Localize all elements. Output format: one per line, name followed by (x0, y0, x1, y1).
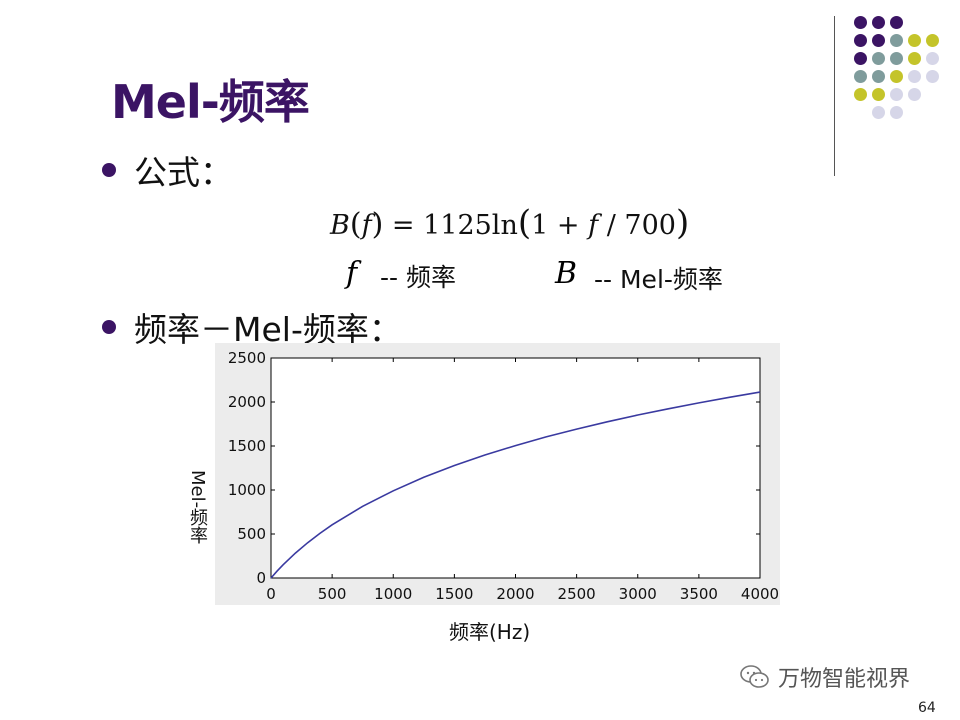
x-tick-label: 0 (266, 585, 276, 603)
decorative-dot (854, 52, 867, 65)
y-tick-label: 1500 (228, 437, 266, 455)
x-tick-label: 500 (318, 585, 347, 603)
decorative-dot (890, 70, 903, 83)
x-tick-label: 2500 (558, 585, 596, 603)
plot-area (270, 357, 761, 579)
bullet-point-icon (102, 320, 116, 334)
watermark-text: 万物智能视界 (778, 667, 911, 692)
decorative-dot (890, 16, 903, 29)
y-tick-label: 500 (237, 525, 266, 543)
decorative-dot (872, 34, 885, 47)
decorative-dot (890, 106, 903, 119)
formula-lhs-var: B (330, 210, 350, 241)
decorative-dot (854, 88, 867, 101)
decorative-dot (926, 52, 939, 65)
mel-formula: B(f) = 1125ln(1 + f / 700) (330, 203, 690, 243)
decorative-dot (890, 34, 903, 47)
decorative-dot (854, 70, 867, 83)
chart-x-axis-label: 频率(Hz) (449, 620, 531, 644)
decorative-dot (890, 52, 903, 65)
decorative-dot (908, 88, 921, 101)
mel-curve-line (270, 391, 761, 579)
decorative-dot (890, 88, 903, 101)
y-tick-label: 2500 (228, 349, 266, 367)
formula-one: 1 (531, 210, 549, 241)
decorative-dot (854, 34, 867, 47)
x-tick-label: 1000 (374, 585, 412, 603)
decorative-dot (908, 34, 921, 47)
y-tick-label: 1000 (228, 481, 266, 499)
decorative-dot (872, 16, 885, 29)
decorative-dot-grid (848, 8, 948, 158)
legend-f-symbol: f (346, 256, 358, 291)
formula-divisor: 700 (624, 210, 676, 241)
decorative-dot (872, 88, 885, 101)
bullet-point-icon (102, 163, 116, 177)
x-tick-label: 2000 (496, 585, 534, 603)
legend-f-description: -- 频率 (380, 263, 456, 292)
decorative-dot (926, 34, 939, 47)
decorative-dot (908, 52, 921, 65)
decorative-dot (872, 52, 885, 65)
decorative-dot (926, 70, 939, 83)
slide-title: Mel-频率 (111, 75, 310, 129)
formula-inner-var: f (588, 210, 599, 241)
y-label-mel: Mel- (187, 470, 208, 509)
x-tick-label: 1500 (435, 585, 473, 603)
decorative-dot (908, 70, 921, 83)
legend-b-description: -- Mel-频率 (594, 265, 723, 294)
wechat-icon (740, 665, 769, 688)
page-number: 64 (918, 700, 936, 716)
x-tick-label: 4000 (741, 585, 779, 603)
y-tick-label: 2000 (228, 393, 266, 411)
bullet-formula-label: 公式： (134, 153, 233, 192)
formula-coefficient: 1125ln (423, 210, 518, 241)
vertical-divider-line (834, 16, 835, 176)
bullet-chart-label: 频率－Mel-频率： (134, 310, 402, 349)
watermark: 万物智能视界 (740, 661, 910, 693)
x-tick-label: 3500 (680, 585, 718, 603)
decorative-dot (872, 70, 885, 83)
decorative-dot (854, 16, 867, 29)
y-label-freq: 频率 (187, 508, 208, 545)
y-tick-label: 0 (256, 569, 266, 587)
x-tick-label: 3000 (619, 585, 657, 603)
chart-y-axis-label: Mel- 频率 (186, 470, 210, 544)
formula-lhs-arg: f (361, 210, 372, 241)
legend-b-symbol: B (555, 256, 578, 291)
decorative-dot (872, 106, 885, 119)
